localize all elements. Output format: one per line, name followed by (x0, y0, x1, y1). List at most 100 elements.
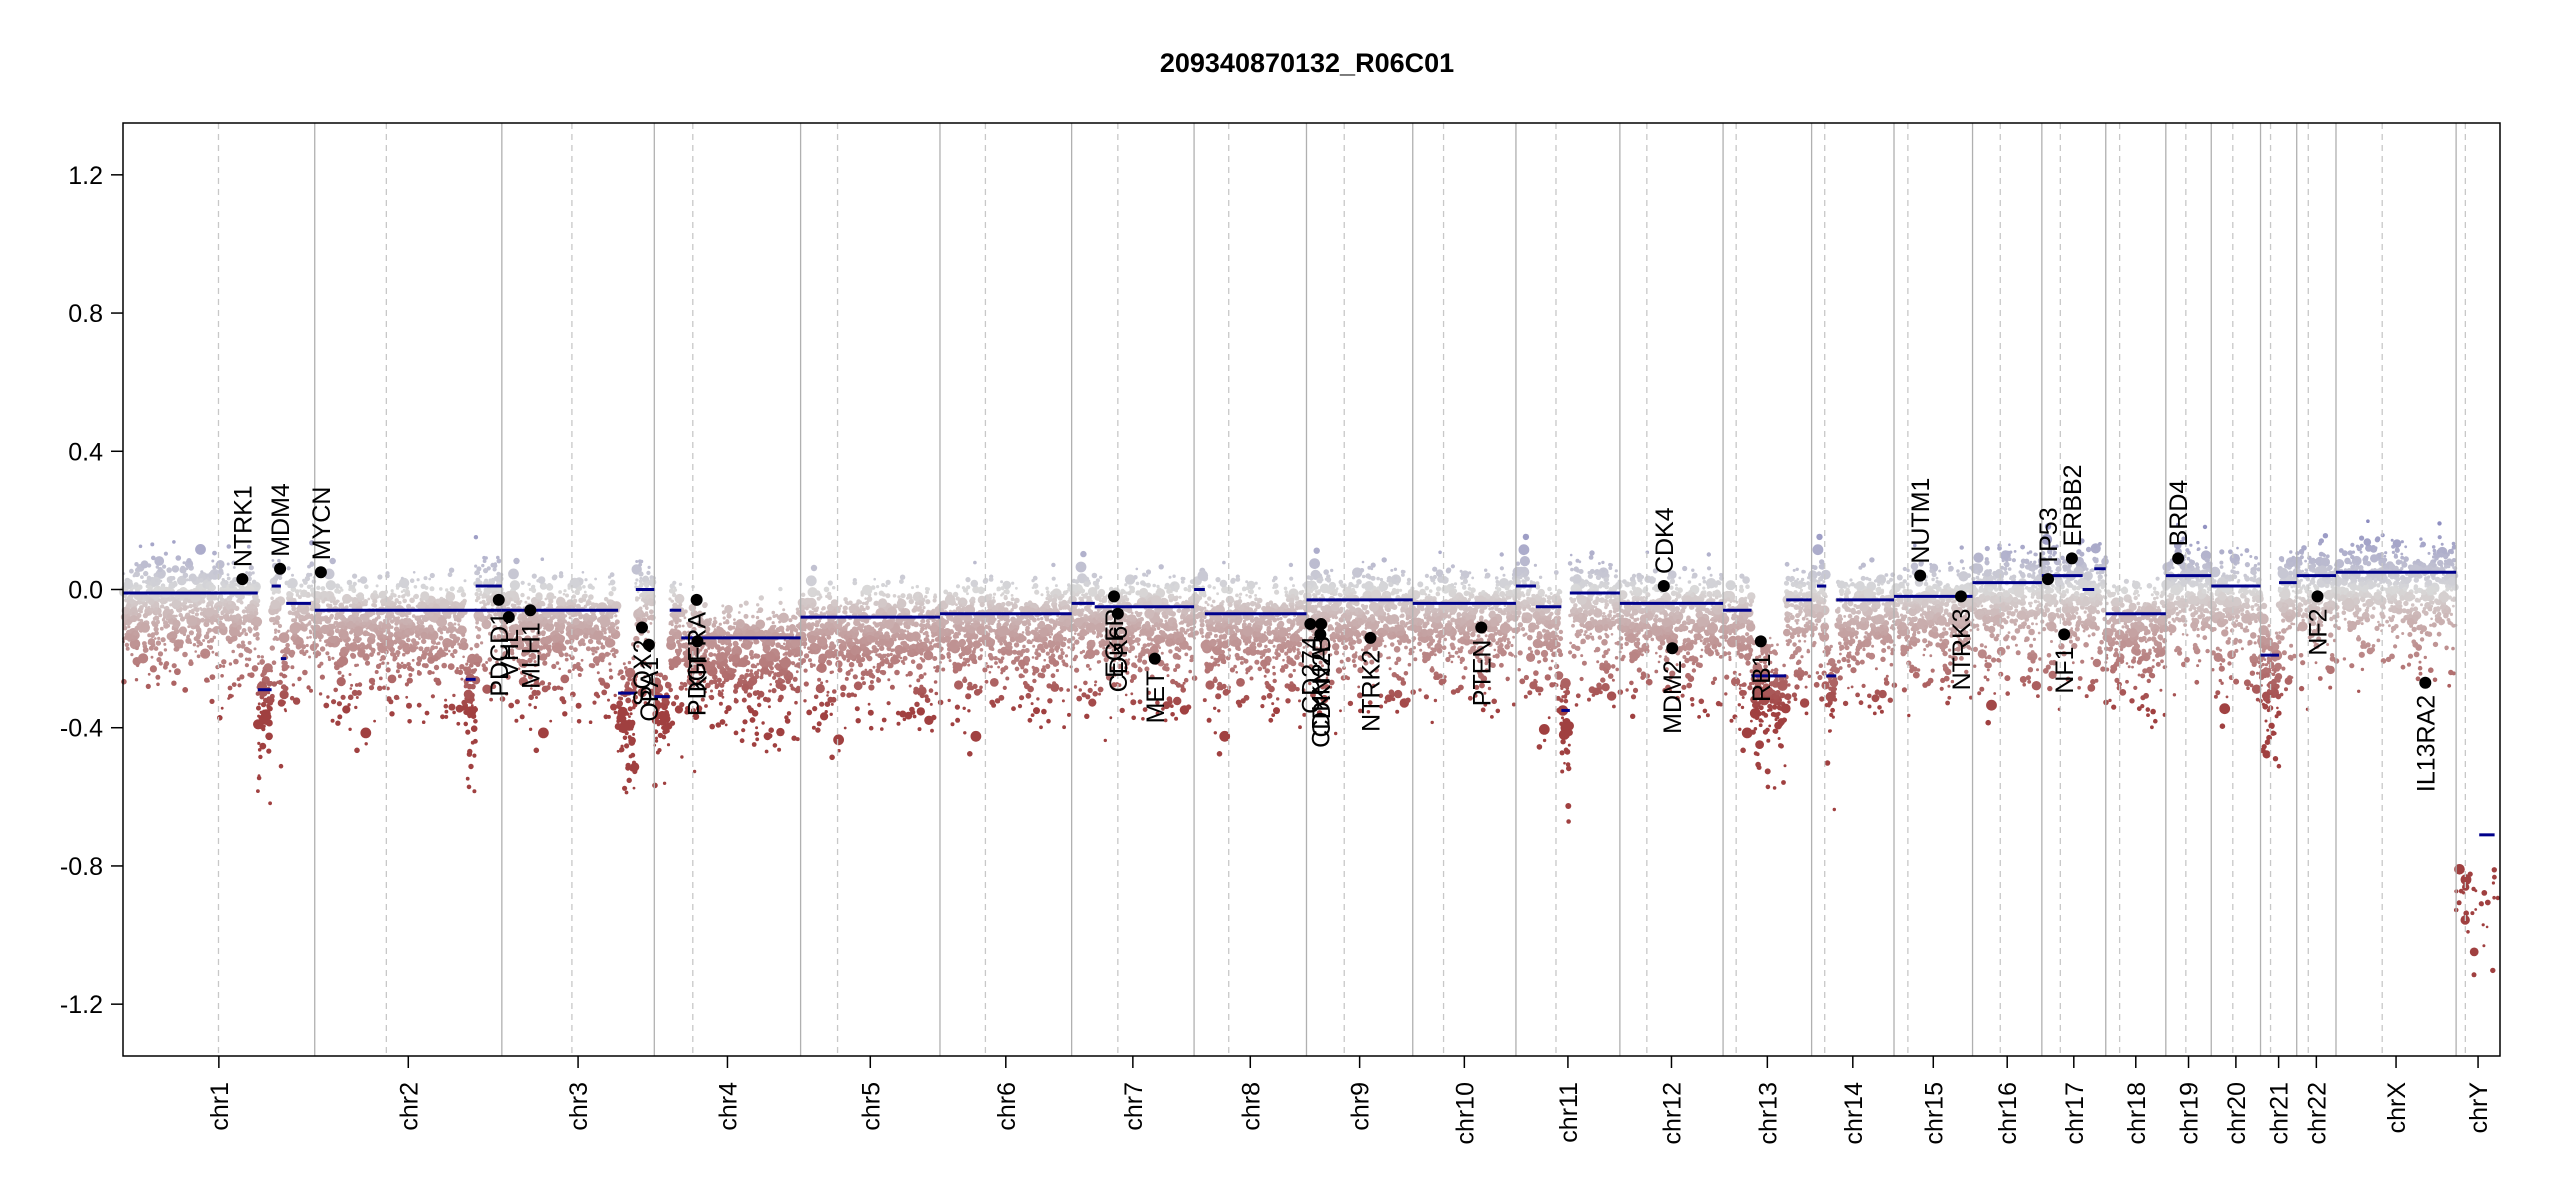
probe-point (319, 674, 325, 680)
probe-point (712, 620, 716, 624)
probe-point (878, 590, 885, 596)
probe-point (847, 669, 851, 673)
probe-point (1036, 617, 1040, 621)
probe-point (492, 567, 497, 572)
probe-point (459, 603, 465, 609)
probe-point (671, 701, 677, 707)
probe-point (611, 634, 616, 639)
probe-point (754, 627, 760, 632)
probe-point (652, 782, 658, 789)
probe-point (207, 627, 213, 633)
probe-point (153, 573, 159, 578)
probe-point (768, 689, 772, 693)
probe-point (751, 614, 755, 619)
probe-point (361, 603, 365, 607)
probe-point (751, 742, 757, 747)
probe-point (325, 580, 336, 591)
probe-point (559, 686, 564, 691)
probe-point (250, 619, 254, 623)
probe-point (309, 562, 315, 567)
probe-point (572, 598, 578, 604)
probe-point (823, 653, 827, 657)
probe-point (903, 621, 908, 627)
probe-point (378, 627, 382, 631)
probe-point (444, 709, 449, 714)
probe-point (376, 651, 381, 656)
probe-point (377, 685, 383, 691)
probe-point (591, 612, 596, 618)
probe-point (449, 633, 454, 638)
probe-point (876, 662, 881, 667)
probe-point (852, 674, 858, 680)
probe-point (865, 653, 869, 657)
probe-point (632, 786, 636, 790)
probe-point (677, 648, 683, 653)
probe-point (414, 630, 419, 634)
probe-point (815, 620, 819, 624)
probe-point (219, 597, 225, 603)
probe-point (137, 618, 141, 622)
probe-point (916, 707, 925, 716)
probe-point (1005, 600, 1012, 607)
probe-point (129, 568, 134, 574)
probe-point (406, 603, 412, 609)
probe-point (407, 719, 412, 724)
probe-point (417, 602, 421, 606)
probe-point (768, 673, 772, 677)
probe-point (734, 646, 738, 649)
probe-point (829, 754, 835, 761)
probe-point (220, 706, 224, 710)
probe-point (901, 647, 907, 654)
probe-point (810, 564, 818, 572)
probe-point (1019, 695, 1025, 701)
probe-point (182, 651, 188, 658)
probe-point (897, 595, 901, 599)
probe-point (861, 601, 866, 606)
probe-point (448, 703, 456, 711)
probe-point (930, 728, 934, 733)
probe-point (947, 698, 951, 703)
probe-point (253, 619, 258, 624)
probe-point (267, 696, 275, 704)
probe-point (902, 662, 906, 665)
probe-point (342, 593, 352, 604)
probe-point (151, 555, 156, 561)
probe-point (884, 619, 894, 630)
probe-point (248, 672, 255, 678)
probe-point (161, 617, 166, 622)
probe-point (441, 662, 448, 669)
probe-point (452, 649, 458, 654)
probe-point (963, 731, 967, 735)
probe-point (359, 576, 368, 584)
probe-point (1057, 654, 1064, 660)
probe-point (479, 601, 482, 604)
probe-point (565, 593, 569, 598)
probe-point (150, 542, 155, 547)
probe-point (439, 587, 443, 591)
probe-point (815, 606, 820, 610)
probe-point (803, 668, 808, 673)
probe-point (579, 638, 586, 644)
probe-point (1018, 659, 1026, 668)
probe-point (599, 677, 605, 683)
probe-point (905, 673, 909, 677)
probe-point (212, 626, 221, 634)
probe-point (481, 563, 485, 568)
probe-point (899, 574, 906, 580)
probe-point (1037, 672, 1043, 678)
probe-point (265, 719, 273, 727)
probe-point (134, 571, 140, 578)
probe-point (724, 723, 728, 727)
probe-point (924, 587, 929, 591)
probe-point (911, 619, 915, 623)
probe-point (381, 661, 385, 665)
probe-point (452, 693, 456, 698)
probe-point (841, 654, 847, 660)
probe-point (1017, 655, 1021, 659)
probe-point (719, 661, 726, 667)
probe-point (544, 597, 548, 601)
probe-point (834, 620, 843, 629)
probe-point (462, 655, 465, 659)
probe-point (967, 663, 971, 667)
probe-point (340, 588, 344, 592)
